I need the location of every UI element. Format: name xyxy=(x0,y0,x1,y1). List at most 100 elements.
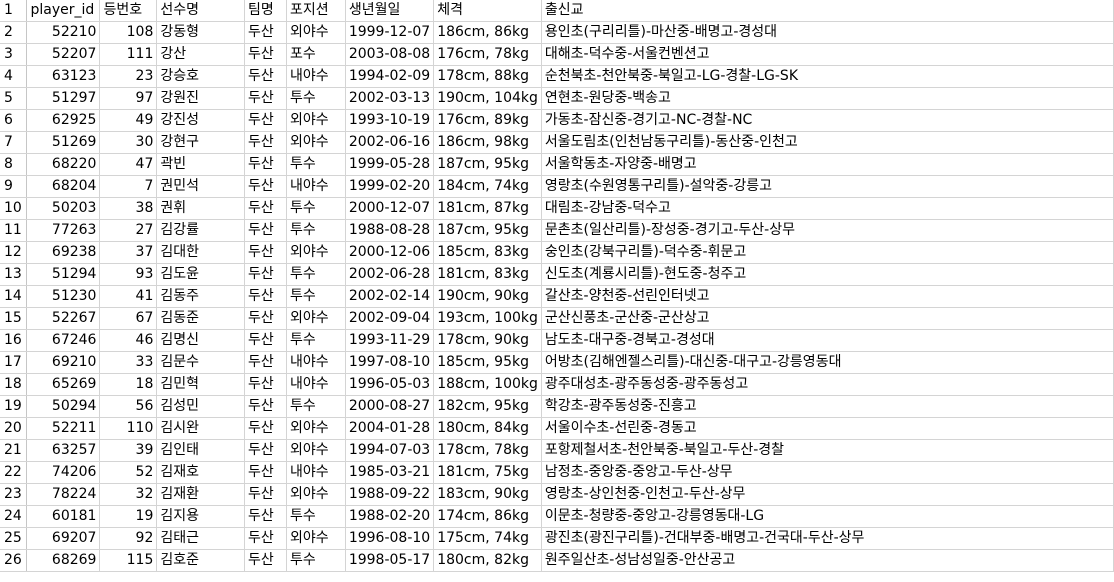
cell-physique[interactable]: 193cm, 100kg xyxy=(433,307,542,330)
cell-physique[interactable]: 187cm, 95kg xyxy=(433,219,542,242)
cell-back-number[interactable]: 110 xyxy=(99,417,158,440)
row-header[interactable]: 15 xyxy=(0,307,28,330)
cell-birthdate[interactable]: 1994-02-09 xyxy=(345,65,435,88)
cell-position[interactable]: 외야수 xyxy=(286,307,346,330)
cell-school[interactable]: 이문초-청량중-중앙고-강릉영동대-LG xyxy=(541,505,1114,528)
cell-player-id[interactable]: 69238 xyxy=(26,241,101,264)
cell-birthdate[interactable]: 2002-02-14 xyxy=(345,285,435,308)
header-cell-birthdate[interactable]: 생년월일 xyxy=(345,0,435,22)
row-header[interactable]: 21 xyxy=(0,439,28,462)
cell-team[interactable]: 두산 xyxy=(244,241,287,264)
cell-player-name[interactable]: 김시완 xyxy=(156,417,246,440)
cell-birthdate[interactable]: 2000-12-07 xyxy=(345,197,435,220)
cell-physique[interactable]: 185cm, 95kg xyxy=(433,351,542,374)
row-header[interactable]: 8 xyxy=(0,153,28,176)
cell-physique[interactable]: 186cm, 86kg xyxy=(433,21,542,44)
cell-school[interactable]: 연현초-원당중-백송고 xyxy=(541,87,1114,110)
cell-position[interactable]: 투수 xyxy=(286,153,346,176)
cell-player-id[interactable]: 51297 xyxy=(26,87,101,110)
cell-team[interactable]: 두산 xyxy=(244,417,287,440)
cell-player-name[interactable]: 김재호 xyxy=(156,461,246,484)
cell-school[interactable]: 용인초(구리리틀)-마산중-배명고-경성대 xyxy=(541,21,1114,44)
cell-physique[interactable]: 176cm, 89kg xyxy=(433,109,542,132)
row-header[interactable]: 4 xyxy=(0,65,28,88)
cell-player-name[interactable]: 강승호 xyxy=(156,65,246,88)
cell-birthdate[interactable]: 1994-07-03 xyxy=(345,439,435,462)
cell-player-name[interactable]: 김동준 xyxy=(156,307,246,330)
cell-physique[interactable]: 183cm, 90kg xyxy=(433,483,542,506)
cell-player-name[interactable]: 권휘 xyxy=(156,197,246,220)
cell-school[interactable]: 원주일산초-성남성일중-안산공고 xyxy=(541,549,1114,572)
cell-player-id[interactable]: 52207 xyxy=(26,43,101,66)
cell-player-id[interactable]: 69207 xyxy=(26,527,101,550)
cell-player-id[interactable]: 52267 xyxy=(26,307,101,330)
cell-birthdate[interactable]: 1999-05-28 xyxy=(345,153,435,176)
cell-team[interactable]: 두산 xyxy=(244,65,287,88)
row-header[interactable]: 1 xyxy=(0,0,28,22)
cell-team[interactable]: 두산 xyxy=(244,505,287,528)
cell-physique[interactable]: 184cm, 74kg xyxy=(433,175,542,198)
cell-birthdate[interactable]: 2002-03-13 xyxy=(345,87,435,110)
cell-school[interactable]: 순천북초-천안북중-북일고-LG-경찰-LG-SK xyxy=(541,65,1114,88)
cell-player-name[interactable]: 곽빈 xyxy=(156,153,246,176)
cell-back-number[interactable]: 32 xyxy=(99,483,158,506)
row-header[interactable]: 12 xyxy=(0,241,28,264)
cell-position[interactable]: 외야수 xyxy=(286,439,346,462)
cell-back-number[interactable]: 56 xyxy=(99,395,158,418)
cell-birthdate[interactable]: 1985-03-21 xyxy=(345,461,435,484)
cell-back-number[interactable]: 108 xyxy=(99,21,158,44)
cell-player-name[interactable]: 김인태 xyxy=(156,439,246,462)
cell-position[interactable]: 투수 xyxy=(286,87,346,110)
cell-physique[interactable]: 178cm, 88kg xyxy=(433,65,542,88)
cell-player-name[interactable]: 김재환 xyxy=(156,483,246,506)
row-header[interactable]: 13 xyxy=(0,263,28,286)
cell-player-id[interactable]: 74206 xyxy=(26,461,101,484)
cell-physique[interactable]: 174cm, 86kg xyxy=(433,505,542,528)
cell-player-name[interactable]: 강산 xyxy=(156,43,246,66)
cell-position[interactable]: 외야수 xyxy=(286,109,346,132)
cell-physique[interactable]: 180cm, 82kg xyxy=(433,549,542,572)
cell-player-id[interactable]: 51269 xyxy=(26,131,101,154)
cell-position[interactable]: 투수 xyxy=(286,219,346,242)
cell-player-id[interactable]: 68269 xyxy=(26,549,101,572)
cell-school[interactable]: 가동초-잠신중-경기고-NC-경찰-NC xyxy=(541,109,1114,132)
cell-player-id[interactable]: 60181 xyxy=(26,505,101,528)
cell-team[interactable]: 두산 xyxy=(244,285,287,308)
cell-player-id[interactable]: 51294 xyxy=(26,263,101,286)
cell-position[interactable]: 내야수 xyxy=(286,373,346,396)
cell-player-name[interactable]: 강현구 xyxy=(156,131,246,154)
cell-team[interactable]: 두산 xyxy=(244,461,287,484)
row-header[interactable]: 2 xyxy=(0,21,28,44)
cell-player-id[interactable]: 67246 xyxy=(26,329,101,352)
cell-position[interactable]: 외야수 xyxy=(286,527,346,550)
cell-back-number[interactable]: 115 xyxy=(99,549,158,572)
cell-team[interactable]: 두산 xyxy=(244,483,287,506)
cell-player-id[interactable]: 51230 xyxy=(26,285,101,308)
cell-position[interactable]: 투수 xyxy=(286,197,346,220)
cell-team[interactable]: 두산 xyxy=(244,373,287,396)
cell-team[interactable]: 두산 xyxy=(244,87,287,110)
cell-player-name[interactable]: 김명신 xyxy=(156,329,246,352)
cell-team[interactable]: 두산 xyxy=(244,109,287,132)
cell-back-number[interactable]: 33 xyxy=(99,351,158,374)
cell-back-number[interactable]: 30 xyxy=(99,131,158,154)
cell-player-id[interactable]: 52211 xyxy=(26,417,101,440)
cell-birthdate[interactable]: 2002-09-04 xyxy=(345,307,435,330)
row-header[interactable]: 5 xyxy=(0,87,28,110)
cell-position[interactable]: 외야수 xyxy=(286,417,346,440)
cell-position[interactable]: 외야수 xyxy=(286,131,346,154)
cell-school[interactable]: 어방초(김해엔젤스리틀)-대신중-대구고-강릉영동대 xyxy=(541,351,1114,374)
cell-physique[interactable]: 185cm, 83kg xyxy=(433,241,542,264)
row-header[interactable]: 7 xyxy=(0,131,28,154)
cell-school[interactable]: 서울이수초-선린중-경동고 xyxy=(541,417,1114,440)
cell-team[interactable]: 두산 xyxy=(244,263,287,286)
header-cell-player-name[interactable]: 선수명 xyxy=(156,0,246,22)
cell-player-name[interactable]: 김성민 xyxy=(156,395,246,418)
cell-player-name[interactable]: 김문수 xyxy=(156,351,246,374)
cell-physique[interactable]: 187cm, 95kg xyxy=(433,153,542,176)
cell-back-number[interactable]: 27 xyxy=(99,219,158,242)
cell-school[interactable]: 남정초-중앙중-중앙고-두산-상무 xyxy=(541,461,1114,484)
cell-school[interactable]: 광주대성초-광주동성중-광주동성고 xyxy=(541,373,1114,396)
cell-physique[interactable]: 180cm, 84kg xyxy=(433,417,542,440)
row-header[interactable]: 25 xyxy=(0,527,28,550)
